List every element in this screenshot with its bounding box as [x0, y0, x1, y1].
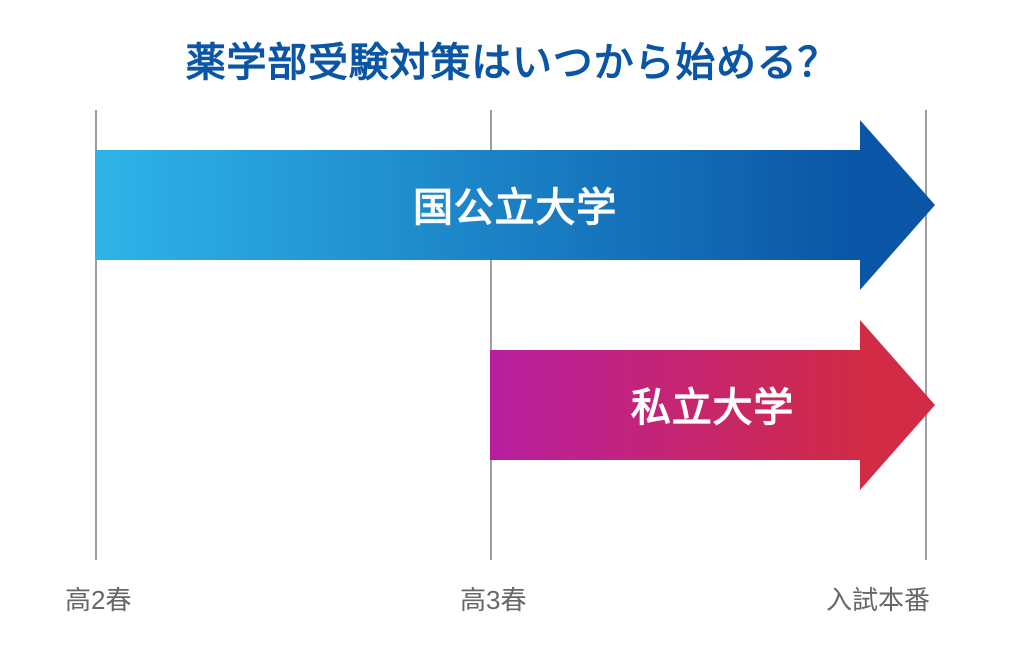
arrow-national: 国公立大学: [95, 150, 935, 260]
diagram-canvas: 薬学部受験対策はいつから始める？ 高2春 高3春 入試本番 国公立大学 私立大学: [0, 0, 1024, 666]
arrow-private-label: 私立大学: [490, 375, 935, 433]
timeline-label-3: 入試本番: [826, 580, 930, 617]
diagram-title: 薬学部受験対策はいつから始める？: [0, 30, 1024, 88]
arrow-national-label: 国公立大学: [95, 175, 935, 233]
timeline-label-2: 高3春: [460, 580, 526, 617]
arrow-private: 私立大学: [490, 350, 935, 460]
timeline-label-1: 高2春: [65, 580, 131, 617]
